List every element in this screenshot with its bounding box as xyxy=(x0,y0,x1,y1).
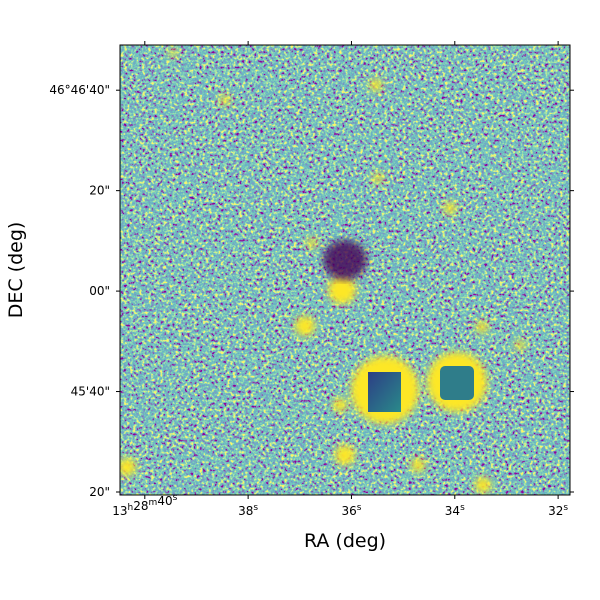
x-tick-label: 32s xyxy=(548,503,568,518)
y-axis-label: DEC (deg) xyxy=(5,222,27,319)
y-tick-label: 20" xyxy=(89,184,110,198)
x-tick-label: 13h28m40s xyxy=(112,493,177,518)
y-tick-label: 20" xyxy=(89,485,110,499)
x-axis-label: RA (deg) xyxy=(304,530,386,552)
axes-frame xyxy=(119,44,571,496)
x-tick-label: 34s xyxy=(445,503,465,518)
y-tick-label: 00" xyxy=(89,284,110,298)
x-tick-label: 38s xyxy=(238,503,258,518)
sky-image xyxy=(120,45,570,495)
x-tick-label: 36s xyxy=(341,503,361,518)
y-tick-label: 46°46'40" xyxy=(49,83,110,97)
y-tick-label: 45'40" xyxy=(71,385,110,399)
